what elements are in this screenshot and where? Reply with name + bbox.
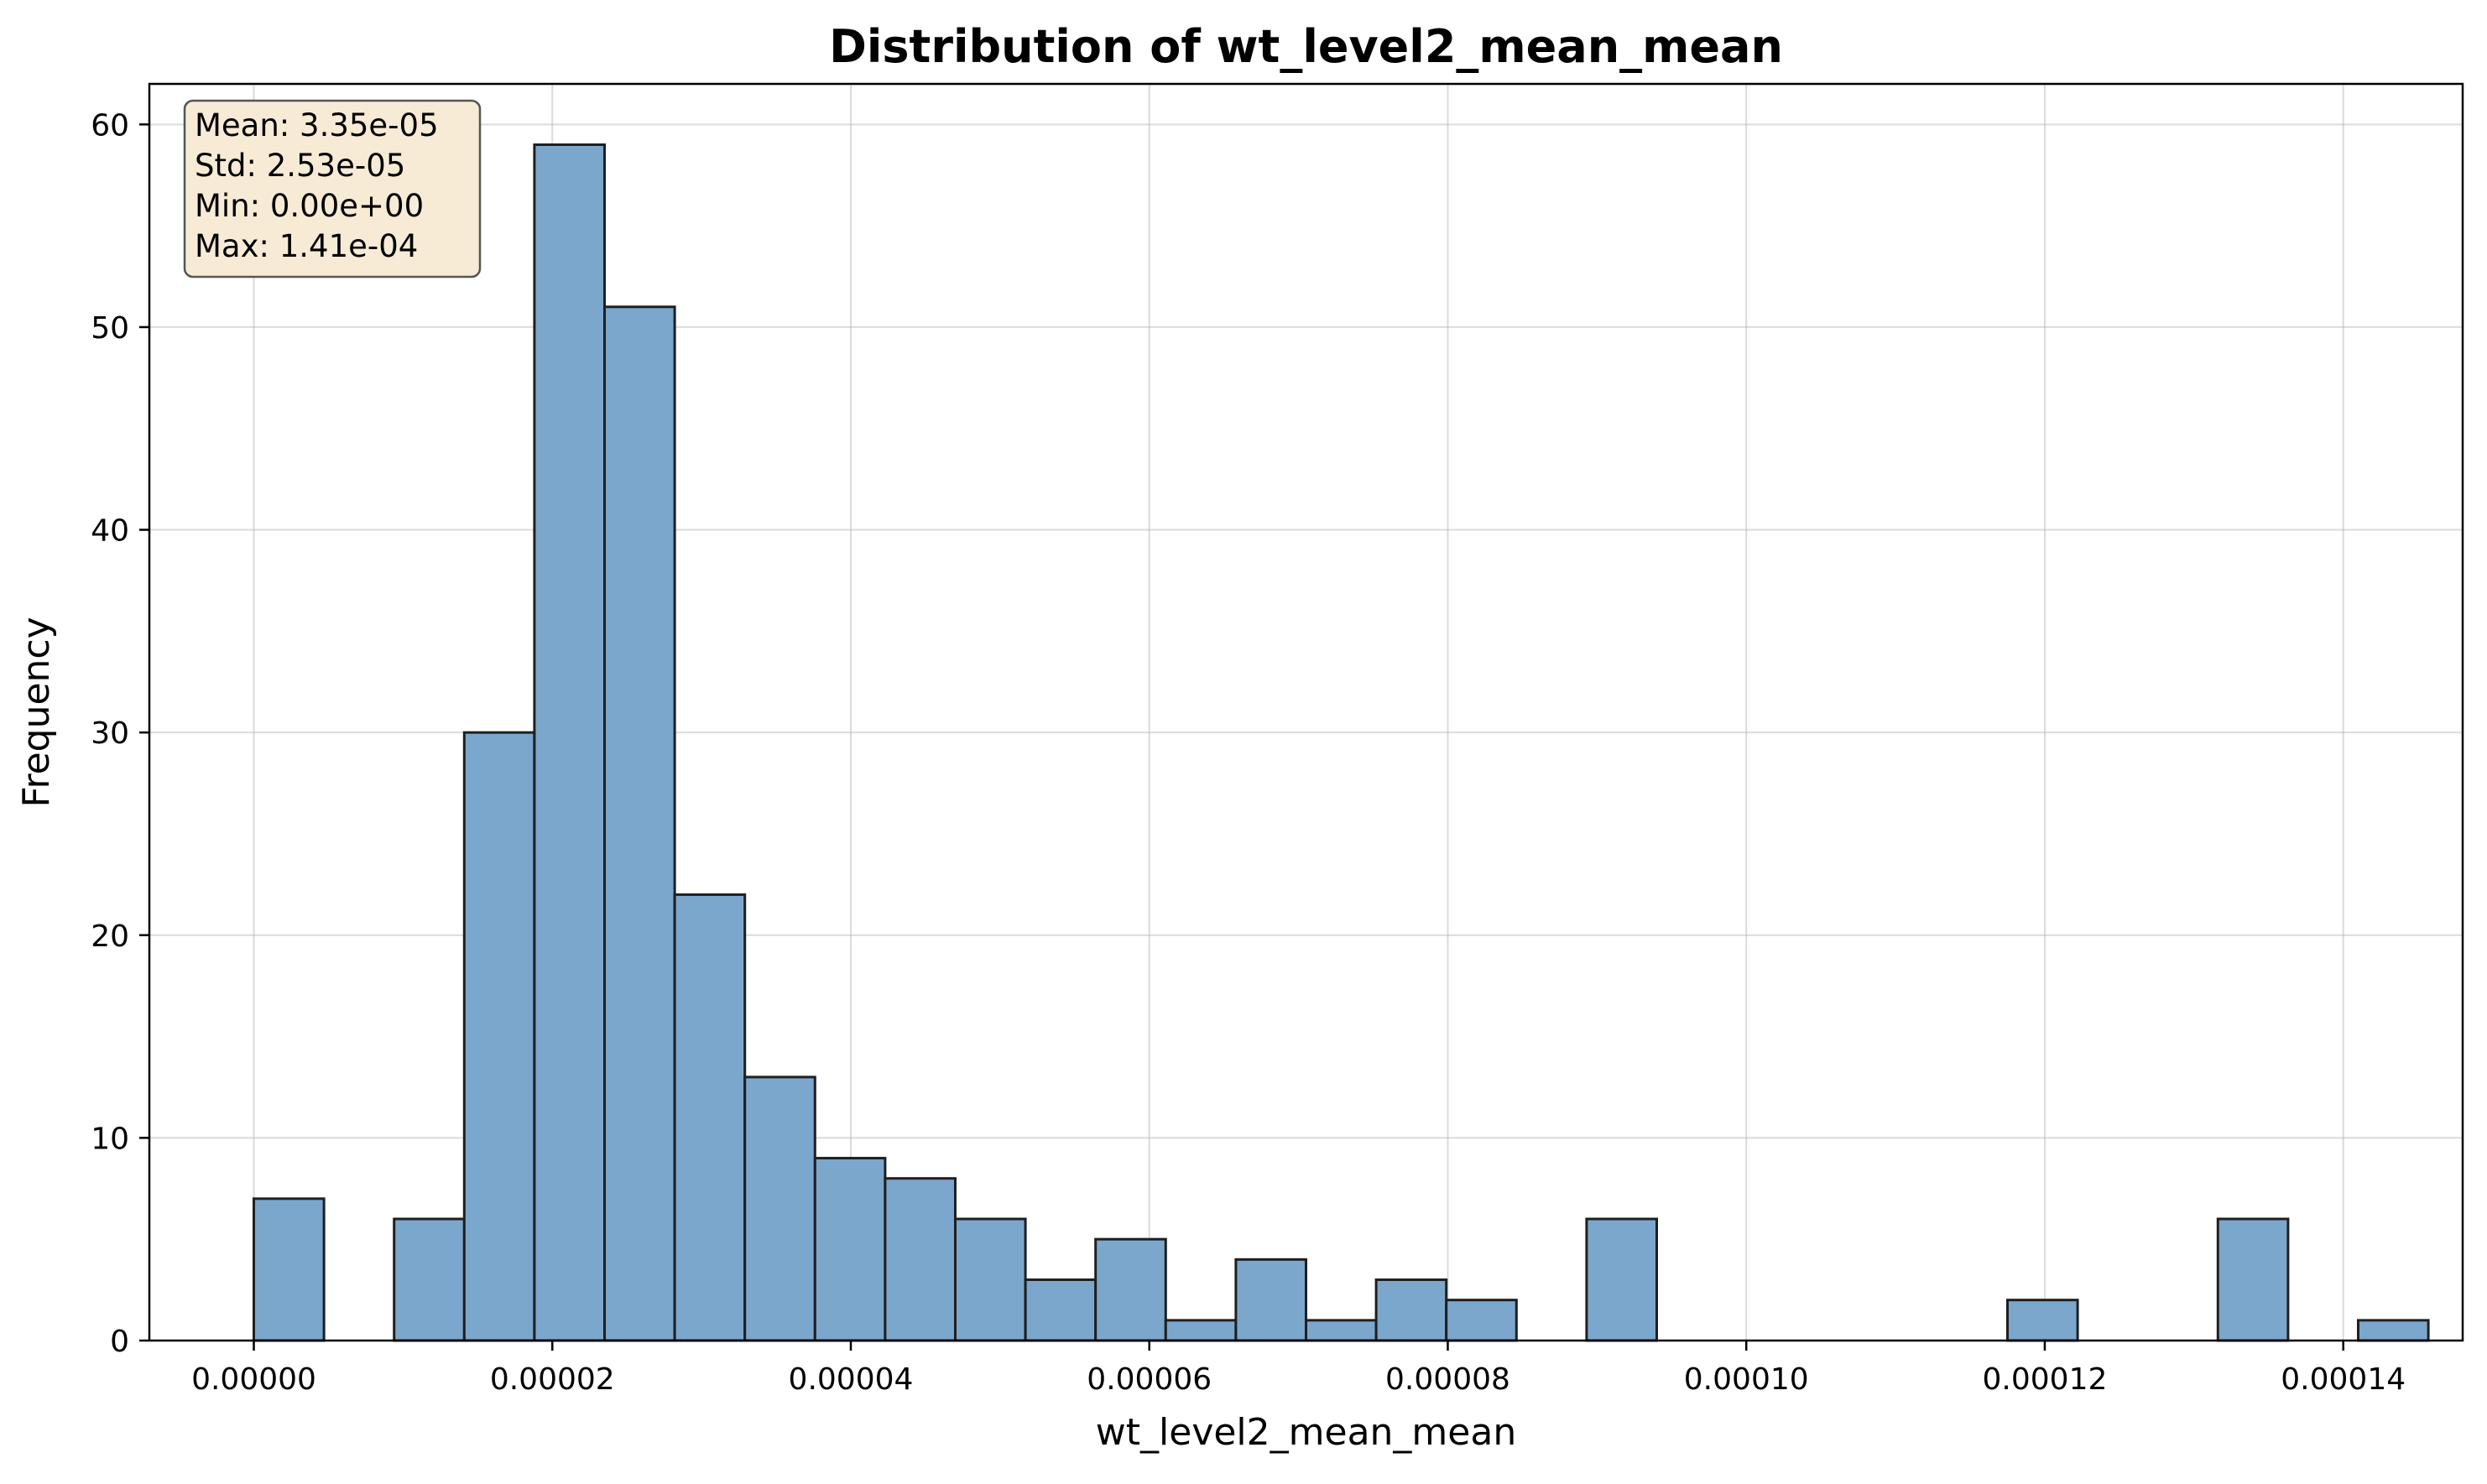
- histogram-bar: [954, 1217, 1027, 1342]
- y-tick-label: 30: [91, 716, 129, 751]
- histogram-bar: [603, 305, 676, 1342]
- stats-max: Max: 1.41e-04: [195, 228, 418, 264]
- histogram-bar: [462, 731, 536, 1342]
- histogram-bar: [1234, 1257, 1307, 1342]
- x-tick-label: 0.00002: [490, 1362, 615, 1397]
- chart-title: Distribution of wt_level2_mean_mean: [829, 20, 1783, 73]
- y-tick-label: 50: [91, 311, 129, 346]
- stats-box-background: [183, 99, 482, 279]
- y-axis-ticks: 0 10 20 30 40 50 60: [91, 108, 149, 1359]
- x-axis-ticks: 0.00000 0.00002 0.00004 0.00006 0.00008 0.000…: [191, 1341, 2406, 1397]
- histogram-bar: [253, 1197, 326, 1342]
- x-tick-label: 0.00014: [2281, 1362, 2406, 1397]
- histogram-bar: [813, 1157, 887, 1342]
- histogram-bar: [1094, 1237, 1167, 1342]
- x-tick-label: 0.00010: [1684, 1362, 1809, 1397]
- histogram-bar: [1024, 1278, 1098, 1342]
- stats-std: Std: 2.53e-05: [195, 148, 405, 184]
- histogram-bar: [1305, 1319, 1378, 1342]
- bars: [253, 143, 2430, 1342]
- stats-mean: Mean: 3.35e-05: [195, 107, 439, 143]
- histogram-bar: [1445, 1299, 1518, 1342]
- y-tick-label: 40: [91, 514, 129, 549]
- x-tick-label: 0.00008: [1385, 1362, 1510, 1397]
- y-tick-label: 0: [110, 1325, 129, 1359]
- histogram-bar: [1374, 1278, 1448, 1342]
- x-tick-label: 0.00012: [1983, 1362, 2108, 1397]
- histogram-bar: [1585, 1217, 1658, 1342]
- x-tick-label: 0.00006: [1087, 1362, 1212, 1397]
- x-axis-label: wt_level2_mean_mean: [1096, 1411, 1516, 1454]
- y-tick-label: 60: [91, 108, 129, 143]
- histogram-bar: [2216, 1217, 2290, 1342]
- y-axis-label: Frequency: [15, 617, 58, 807]
- histogram-bar: [1164, 1319, 1238, 1342]
- x-tick-label: 0.00004: [789, 1362, 914, 1397]
- histogram-bar: [743, 1075, 816, 1342]
- y-tick-label: 20: [91, 919, 129, 954]
- histogram-bar: [2005, 1299, 2079, 1342]
- histogram-bar: [2356, 1319, 2430, 1342]
- y-tick-label: 10: [91, 1122, 129, 1156]
- histogram-bar: [884, 1177, 957, 1342]
- stats-box: Mean: 3.35e-05 Std: 2.53e-05 Min: 0.00e+…: [183, 99, 482, 279]
- x-tick-label: 0.00000: [191, 1362, 316, 1397]
- histogram-bar: [533, 143, 607, 1342]
- axes-frame: [148, 82, 2464, 1342]
- histogram-bar: [393, 1217, 466, 1342]
- histogram-bar: [673, 893, 747, 1342]
- stats-min: Min: 0.00e+00: [195, 188, 424, 224]
